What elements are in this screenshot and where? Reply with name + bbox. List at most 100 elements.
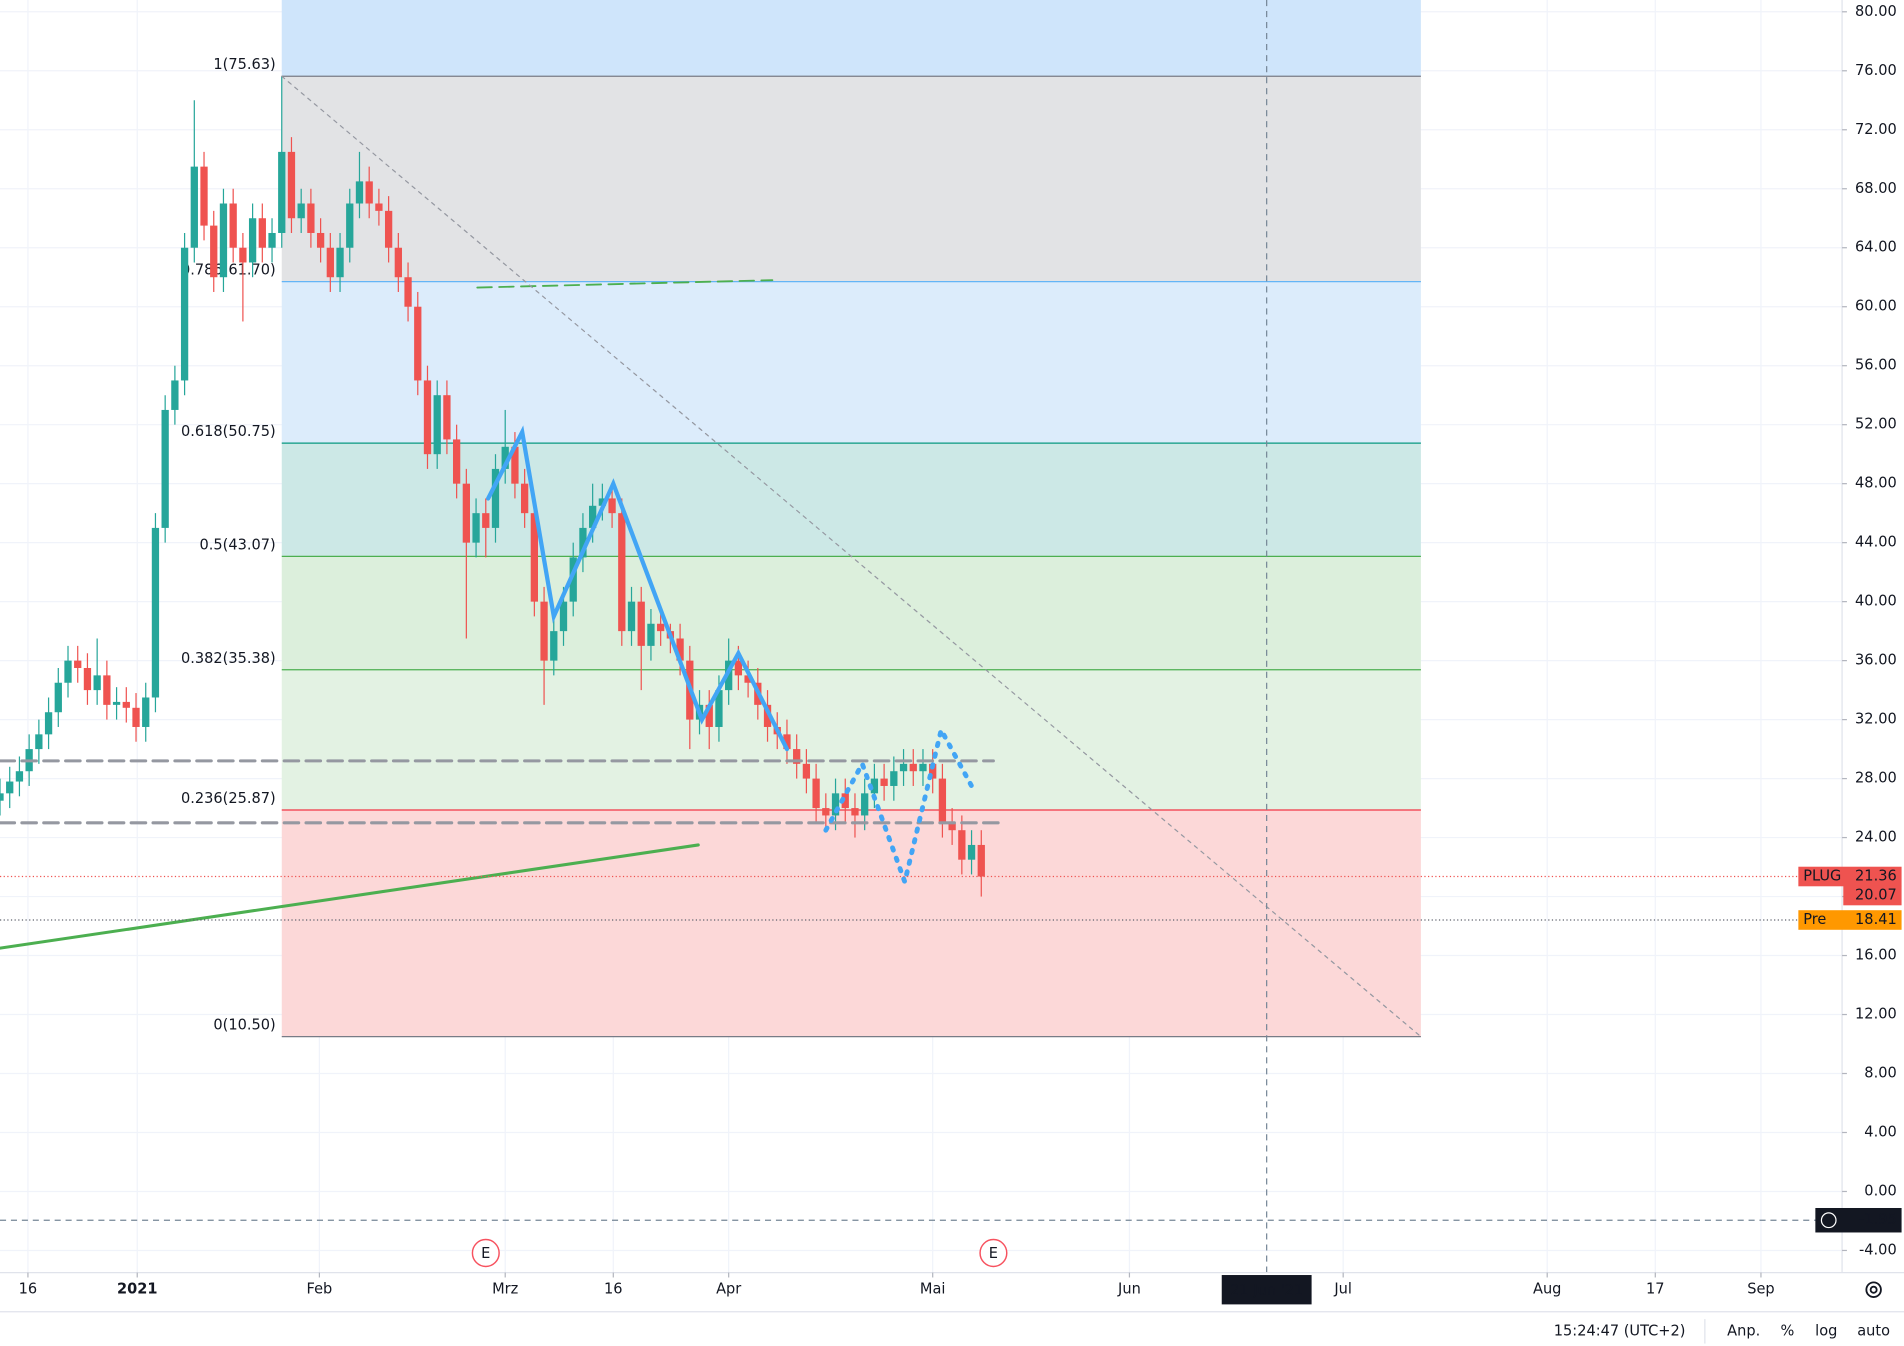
candle-body [462, 483, 470, 543]
candle-body [841, 793, 849, 809]
status-time: 15:24:47 (UTC+2) [1554, 1322, 1686, 1339]
candle-body [598, 498, 607, 506]
candle-body [657, 623, 665, 632]
candle-body [6, 781, 14, 794]
y-tick-label: 32.00 [1855, 711, 1897, 728]
x-tick-label: 16 [604, 1281, 623, 1298]
candle-body [647, 623, 655, 646]
y-tick-label: 60.00 [1855, 298, 1897, 315]
fib-zone [281, 443, 1421, 557]
candle-body [919, 763, 927, 772]
candle-body [938, 778, 947, 823]
candle-body [579, 527, 587, 558]
y-tick-label: 4.00 [1864, 1123, 1896, 1140]
crosshair-x-box [1221, 1275, 1312, 1305]
candle-body [423, 380, 432, 455]
candle-body [287, 151, 296, 219]
candle-body [899, 763, 908, 772]
candle-body [122, 701, 130, 708]
candle-body [180, 247, 189, 381]
drawing [281, 75, 1422, 1038]
price-label-box [1798, 866, 1902, 887]
earnings-label: E [989, 1245, 998, 1262]
drawing [486, 425, 790, 752]
y-tick-label: 12.00 [1855, 1005, 1897, 1022]
candle-body [433, 395, 441, 455]
y-tick-label: 64.00 [1855, 239, 1897, 256]
fib-label: 0.382(35.38) [181, 650, 276, 667]
earnings-label: E [481, 1245, 490, 1262]
y-tick-label: 0.00 [1864, 1182, 1896, 1199]
candle-body [909, 763, 917, 772]
candle-body [336, 247, 344, 278]
candle-body [676, 638, 684, 661]
candle-body [861, 793, 869, 816]
y-tick-label: 48.00 [1855, 475, 1897, 492]
candle-body [394, 247, 402, 278]
candle-body [540, 601, 548, 661]
candle-body [248, 218, 257, 263]
candle-body [83, 667, 92, 691]
y-tick-label: 8.00 [1864, 1064, 1896, 1081]
candle-body [210, 225, 218, 278]
y-tick-label: -4.00 [1859, 1241, 1897, 1258]
fib-zone [281, 281, 1421, 444]
crosshair-y-box [1815, 1207, 1902, 1233]
fib-zone [281, 669, 1421, 810]
fib-zone [281, 556, 1421, 670]
crosshair-plus[interactable] [1820, 1212, 1837, 1229]
candle-body [744, 675, 752, 683]
y-tick-label: 72.00 [1855, 121, 1897, 138]
candle-body [64, 660, 72, 683]
status-button[interactable]: log [1815, 1322, 1837, 1339]
x-tick-label: Aug [1533, 1281, 1561, 1298]
settings-icon[interactable] [1865, 1281, 1882, 1298]
x-tick-label: Feb [307, 1281, 333, 1298]
y-tick-label: 36.00 [1855, 652, 1897, 669]
price-label-name: Pre [1803, 911, 1826, 928]
candle-body [307, 203, 315, 233]
candle-body [200, 166, 208, 226]
candle-body [491, 468, 500, 528]
drawing [0, 843, 700, 950]
candle-body [54, 682, 62, 713]
fib-label: 0.5(43.07) [200, 536, 276, 553]
candle-body [977, 844, 985, 877]
y-tick-label: 28.00 [1855, 770, 1897, 787]
price-axis-bg [1842, 0, 1904, 1346]
candle-body [0, 793, 4, 801]
candle-body [112, 701, 121, 705]
y-tick-label: 56.00 [1855, 357, 1897, 374]
price-label-value: 21.36 [1855, 867, 1897, 884]
candle-body [967, 844, 976, 860]
candle-body [870, 778, 879, 794]
candle-body [278, 151, 286, 233]
y-tick-label: 52.00 [1855, 416, 1897, 433]
drawing [476, 279, 774, 289]
candle-body [414, 306, 422, 381]
price-label-value: 20.07 [1855, 886, 1897, 903]
candle-body [103, 675, 111, 705]
status-button[interactable]: Anp. [1727, 1322, 1760, 1339]
earnings-marker[interactable] [471, 1238, 500, 1268]
earnings-marker[interactable] [979, 1238, 1008, 1268]
candle-body [190, 166, 198, 248]
candle-body [929, 763, 937, 779]
candle-body [239, 247, 247, 263]
fib-zone [281, 0, 1421, 77]
price-label-value: 18.41 [1855, 911, 1897, 928]
candle-body [851, 808, 859, 816]
candle-body [443, 395, 451, 440]
y-tick-label: 76.00 [1855, 62, 1897, 79]
status-button[interactable]: auto [1857, 1322, 1890, 1339]
status-button[interactable]: % [1781, 1322, 1795, 1339]
candle-body [501, 446, 509, 469]
candle-body [229, 203, 237, 248]
candle-body [171, 380, 179, 410]
axes-layer: -4.000.004.008.0012.0016.0020.0024.0028.… [19, 3, 1902, 1305]
candle-body [520, 483, 529, 514]
x-tick-label: Mrz [492, 1281, 519, 1298]
candle-body [530, 513, 538, 602]
